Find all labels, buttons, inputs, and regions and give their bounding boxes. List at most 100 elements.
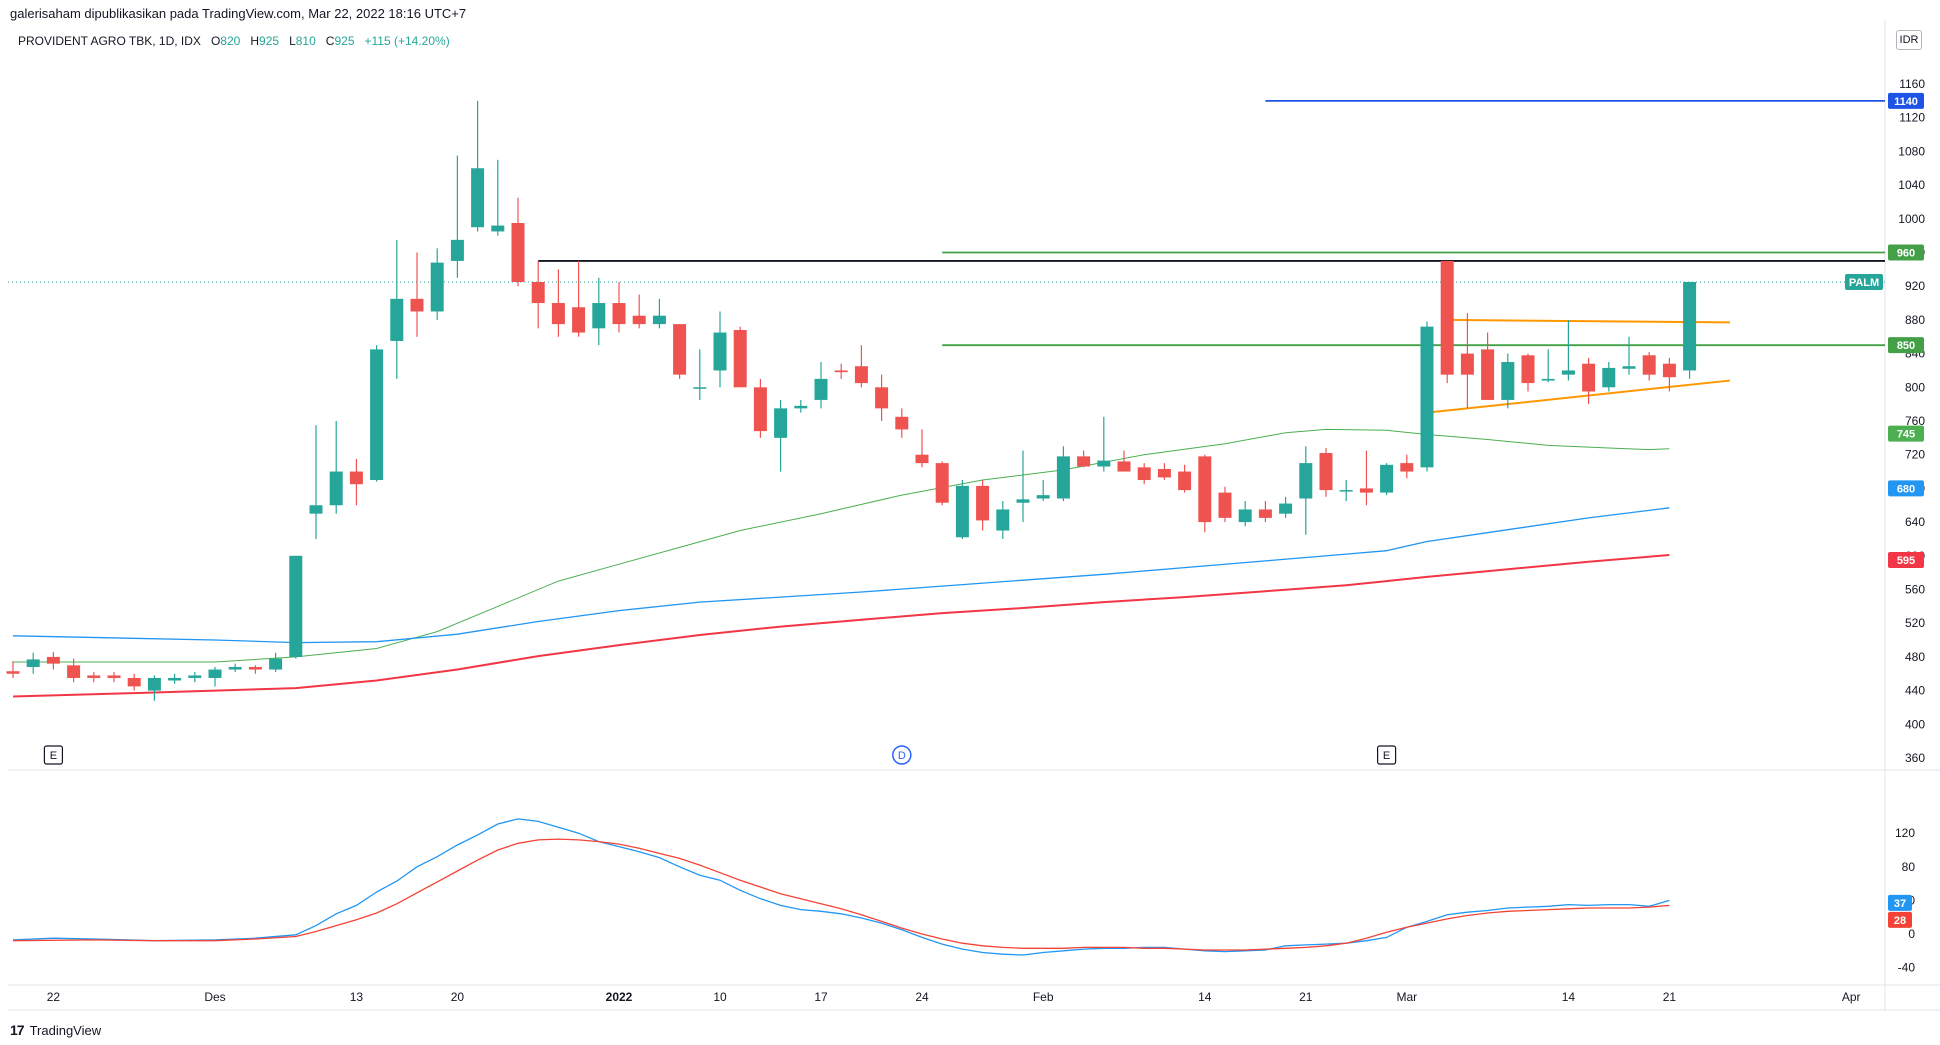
candle-body[interactable]: [1178, 471, 1192, 491]
time-tick-label: 17: [814, 990, 828, 1004]
candle-body[interactable]: [652, 315, 666, 325]
candle-body[interactable]: [329, 471, 343, 506]
candle-body[interactable]: [733, 330, 747, 388]
candle-body[interactable]: [289, 555, 303, 657]
candle-body[interactable]: [87, 675, 101, 678]
candle-body[interactable]: [1339, 490, 1353, 492]
candle-body[interactable]: [127, 677, 141, 687]
candle-body[interactable]: [1541, 378, 1555, 381]
candle-body[interactable]: [1380, 464, 1394, 493]
candle-body[interactable]: [349, 471, 363, 485]
candle-body[interactable]: [511, 223, 525, 282]
candle-body[interactable]: [1258, 509, 1272, 518]
candle-body[interactable]: [430, 262, 444, 312]
trendline[interactable]: [1447, 318, 1731, 324]
candle-body[interactable]: [1218, 492, 1232, 518]
candle-body[interactable]: [854, 366, 868, 384]
candle-body[interactable]: [1036, 495, 1050, 499]
candle-body[interactable]: [1420, 326, 1434, 468]
candle-body[interactable]: [1683, 281, 1697, 371]
candle-body[interactable]: [269, 658, 283, 670]
candle-body[interactable]: [834, 370, 848, 373]
candle-body[interactable]: [753, 387, 767, 432]
candle-body[interactable]: [935, 463, 949, 503]
candle-body[interactable]: [410, 298, 424, 312]
candle-body[interactable]: [390, 298, 404, 341]
candle-body[interactable]: [673, 324, 687, 375]
earnings-event-icon[interactable]: [43, 745, 64, 765]
candle-body[interactable]: [1440, 260, 1454, 375]
candle-body[interactable]: [996, 509, 1010, 531]
candle-body[interactable]: [592, 303, 606, 329]
candle-body[interactable]: [1359, 488, 1373, 493]
candle-body[interactable]: [1521, 355, 1535, 384]
candle-body[interactable]: [309, 505, 323, 514]
candle-body[interactable]: [814, 378, 828, 400]
candle-body[interactable]: [1400, 463, 1414, 472]
candle-body[interactable]: [915, 454, 929, 464]
candle-body[interactable]: [1299, 463, 1313, 499]
dividend-event-icon[interactable]: [892, 745, 912, 765]
candle-body[interactable]: [1016, 499, 1030, 503]
candle-body[interactable]: [1279, 503, 1293, 514]
candle-body[interactable]: [1198, 456, 1212, 523]
candle-body[interactable]: [188, 675, 202, 678]
earnings-event-icon[interactable]: [1376, 745, 1397, 765]
candle-body[interactable]: [1097, 460, 1111, 467]
candle-body[interactable]: [1642, 355, 1656, 375]
candle-body[interactable]: [450, 239, 464, 261]
candle-body[interactable]: [1137, 467, 1151, 480]
candle-body[interactable]: [1056, 456, 1070, 499]
candle-body[interactable]: [976, 485, 990, 521]
candle-body[interactable]: [147, 677, 161, 691]
candle-body[interactable]: [551, 303, 565, 325]
candle-body[interactable]: [67, 665, 81, 678]
candle-body[interactable]: [168, 677, 182, 681]
candle-body[interactable]: [774, 408, 788, 438]
candle-body[interactable]: [572, 307, 586, 333]
main-pane[interactable]: [8, 48, 1885, 770]
event-label: E: [1383, 750, 1390, 762]
candle-body[interactable]: [1582, 363, 1596, 392]
candle-body[interactable]: [1662, 363, 1676, 378]
candle-body[interactable]: [1561, 370, 1575, 375]
candle-body[interactable]: [1602, 367, 1616, 388]
candle-body[interactable]: [6, 671, 20, 674]
candle-body[interactable]: [713, 332, 727, 371]
candle-body[interactable]: [1319, 453, 1333, 491]
time-tick-label: 2022: [606, 990, 633, 1004]
candle-body[interactable]: [1501, 362, 1515, 400]
candle-body[interactable]: [491, 225, 505, 232]
currency-button[interactable]: IDR: [1896, 30, 1922, 50]
tradingview-brand[interactable]: 17 TradingView: [10, 1022, 101, 1038]
candle-body[interactable]: [895, 416, 909, 430]
candle-body[interactable]: [1622, 366, 1636, 369]
candle-body[interactable]: [208, 669, 222, 678]
candle-body[interactable]: [1238, 509, 1252, 523]
symbol-name[interactable]: PROVIDENT AGRO TBK, 1D, IDX: [18, 34, 201, 48]
candle-body[interactable]: [531, 281, 545, 304]
candle-body[interactable]: [26, 659, 40, 668]
trendline[interactable]: [1426, 379, 1731, 414]
candle-body[interactable]: [228, 667, 242, 670]
candle-body[interactable]: [612, 303, 626, 325]
candle-body[interactable]: [1481, 349, 1495, 400]
candle-body[interactable]: [107, 675, 121, 678]
event-label: D: [898, 750, 906, 762]
candle-body[interactable]: [693, 387, 707, 389]
candle-body[interactable]: [248, 667, 262, 670]
candle-body[interactable]: [370, 349, 384, 480]
candle-body[interactable]: [875, 387, 889, 409]
candle-body[interactable]: [1117, 461, 1131, 472]
candle-body[interactable]: [955, 485, 969, 538]
price-tick-label: 480: [1905, 650, 1925, 664]
candle-body[interactable]: [1157, 469, 1171, 478]
candle-body[interactable]: [46, 656, 60, 664]
candle-body[interactable]: [632, 315, 646, 325]
candle-body[interactable]: [471, 168, 485, 228]
candle-body[interactable]: [1460, 353, 1474, 375]
candle-body[interactable]: [1077, 456, 1091, 467]
candle-body[interactable]: [794, 405, 808, 409]
time-tick-label: 21: [1663, 990, 1677, 1004]
